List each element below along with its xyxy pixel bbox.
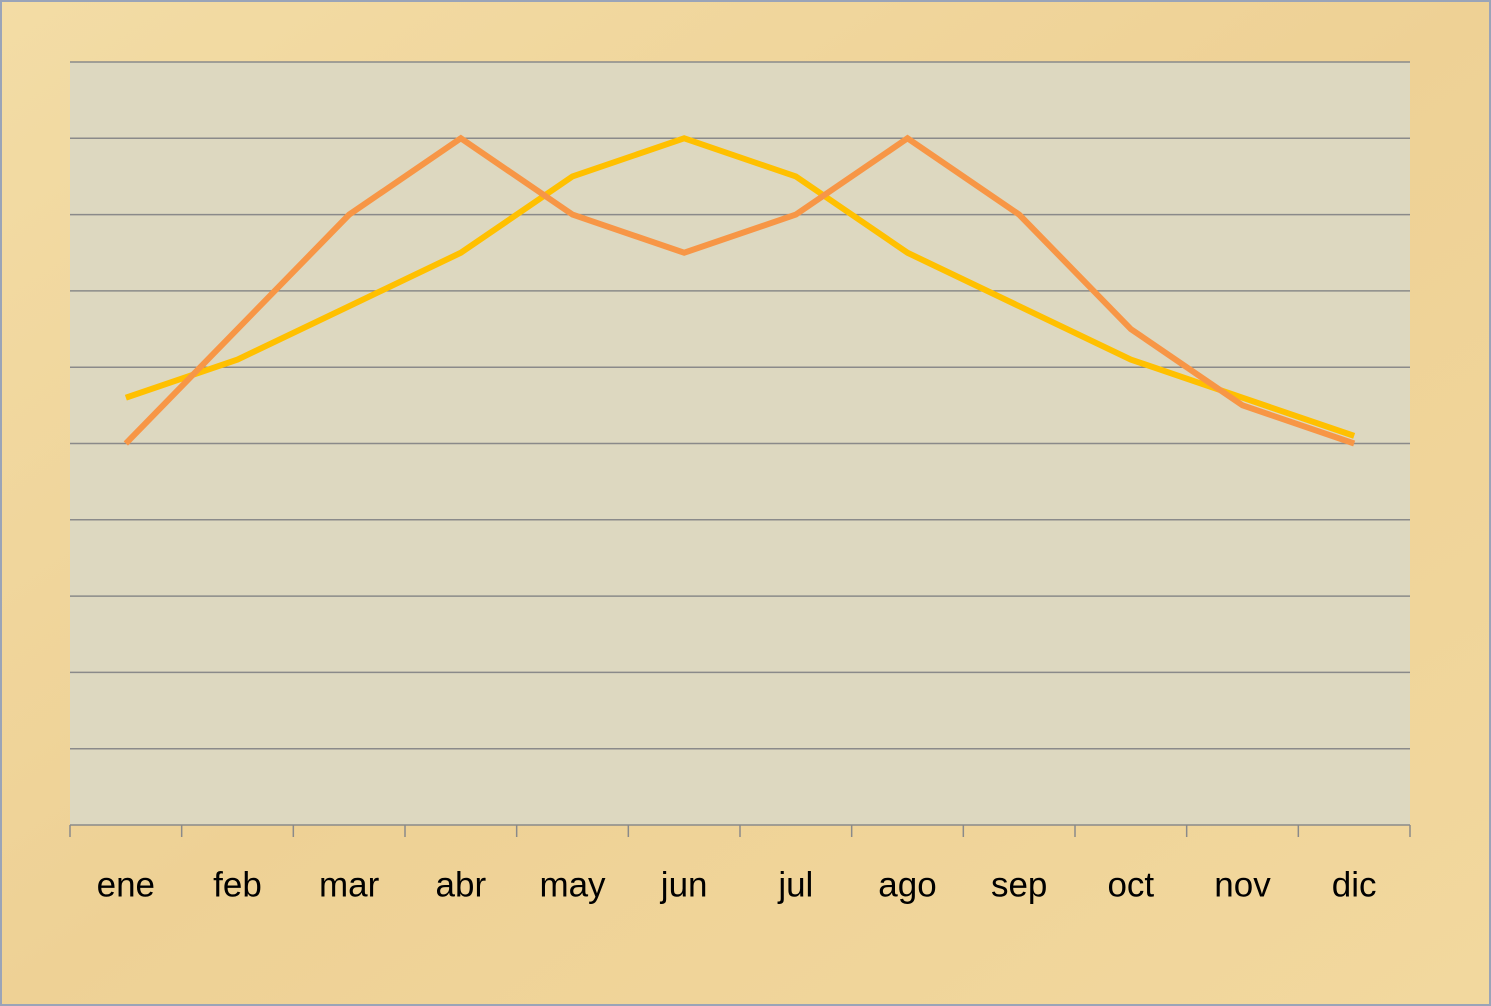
x-tick-label: feb xyxy=(213,865,262,904)
x-tick-label: sep xyxy=(991,865,1047,904)
x-tick-label: dic xyxy=(1332,865,1377,904)
x-tick-label: nov xyxy=(1214,865,1271,904)
x-tick-label: mar xyxy=(319,865,380,904)
x-tick-label: jul xyxy=(777,865,813,904)
x-tick-label: abr xyxy=(436,865,487,904)
x-tick-label: ene xyxy=(97,865,155,904)
series-line xyxy=(123,134,1356,447)
x-tick-label: may xyxy=(539,865,606,904)
x-tick-label: oct xyxy=(1107,865,1154,904)
x-tick-label: jun xyxy=(660,865,708,904)
x-tick-label: ago xyxy=(878,865,936,904)
series-line xyxy=(124,135,1356,439)
